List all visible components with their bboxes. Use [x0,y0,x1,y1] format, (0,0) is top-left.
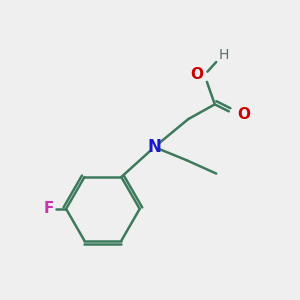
Text: H: H [218,48,229,62]
Text: O: O [190,68,203,82]
Text: F: F [43,201,54,216]
Text: N: N [148,138,161,156]
Text: O: O [237,107,250,122]
